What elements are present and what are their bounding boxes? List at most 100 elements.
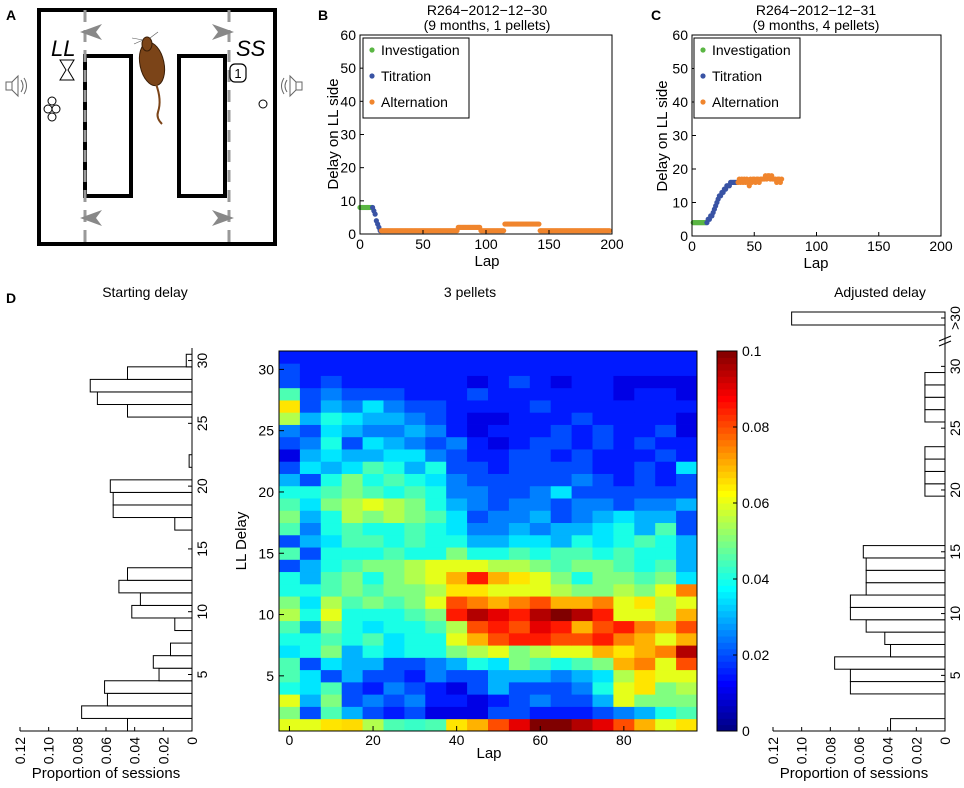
- y-tick-label: 20: [672, 161, 688, 177]
- histogram-bar: [924, 458, 946, 472]
- heatmap-cell: [592, 632, 614, 646]
- heatmap-cell: [529, 498, 552, 511]
- heatmap-cell: [279, 657, 301, 671]
- heatmap-cell: [613, 461, 635, 474]
- heatmap-cell: [592, 522, 614, 536]
- hourglass-icon: [59, 59, 75, 81]
- heatmap-cell: [341, 571, 363, 585]
- y-tick-label: 5: [266, 668, 274, 684]
- heatmap-cell: [613, 375, 635, 389]
- heatmap-cell: [592, 400, 614, 413]
- heatmap-cell: [550, 718, 572, 732]
- heatmap-cell: [676, 681, 698, 695]
- heatmap-cell: [613, 632, 635, 646]
- heatmap-cell: [676, 718, 698, 732]
- heatmap-cell: [362, 534, 384, 548]
- heatmap-cell: [676, 400, 698, 413]
- heatmap-cell: [550, 657, 572, 671]
- heatmap-cell: [488, 547, 510, 560]
- heatmap-cell: [383, 632, 405, 646]
- colorbar-segment: [717, 465, 737, 472]
- heatmap-cell: [299, 387, 322, 401]
- heatmap-cell: [404, 718, 426, 732]
- heatmap-cell: [362, 351, 384, 364]
- heatmap-cell: [279, 632, 301, 646]
- chart-c-legend: Investigation Titration Alternation: [693, 37, 801, 119]
- heatmap-cell: [425, 485, 447, 499]
- chart-c-legend-titration: Titration: [712, 68, 762, 84]
- heatmap-cell: [404, 657, 426, 671]
- y-tick-label: 10: [947, 606, 963, 622]
- colorbar-tick-label: 0: [742, 723, 750, 739]
- chart-b-legend-investigation: Investigation: [381, 42, 460, 58]
- panel-label-b: B: [318, 7, 328, 23]
- heatmap-cell: [362, 547, 384, 560]
- histogram-bar: [89, 378, 193, 393]
- heatmap-cell: [299, 645, 322, 658]
- heatmap-cell: [529, 681, 552, 695]
- heatmap-frame: [278, 350, 698, 732]
- histogram-bar: [174, 617, 193, 632]
- ss-pellet-count: 1: [234, 66, 241, 81]
- heatmap-cell: [655, 694, 677, 707]
- heatmap-cell: [299, 608, 322, 622]
- arrow-left-icon: [80, 210, 102, 226]
- heatmap-cell: [320, 400, 343, 413]
- heatmap-cell: [383, 424, 405, 438]
- heatmap-cell: [634, 424, 656, 438]
- heatmap-cell: [613, 351, 635, 364]
- heatmap-cell: [488, 718, 510, 732]
- heatmap-cell: [299, 559, 322, 573]
- heatmap-cell: [383, 375, 405, 389]
- colorbar-segment: [717, 446, 737, 453]
- heatmap-cell: [655, 547, 677, 560]
- heatmap-cell: [383, 718, 405, 732]
- heatmap-cell: [655, 449, 677, 462]
- heatmap-cell: [279, 510, 301, 524]
- heatmap-cell: [634, 375, 656, 389]
- colorbar-segment: [717, 534, 737, 542]
- heatmap-cell: [634, 620, 656, 634]
- heatmap-cell: [279, 547, 301, 560]
- histogram-bar: [924, 372, 946, 386]
- heatmap-cell: [571, 657, 593, 671]
- heatmap-cell: [571, 387, 593, 401]
- heatmap-cell: [362, 657, 384, 671]
- chart-b: R264−2012−12−30 (9 months, 1 pellets) 0 5…: [325, 2, 624, 270]
- heatmap-cell: [404, 510, 426, 524]
- heatmap-cell: [425, 547, 447, 560]
- heatmap-cell: [299, 363, 322, 376]
- heatmap-cell: [404, 596, 426, 609]
- heatmap-cell: [508, 571, 531, 585]
- heatmap-cell: [592, 657, 614, 671]
- heatmap-cell: [676, 645, 698, 658]
- heatmap-cell: [508, 620, 531, 634]
- heatmap-cell: [634, 718, 656, 732]
- histogram-bar: [865, 557, 946, 571]
- heatmap-cell: [425, 424, 447, 438]
- arrow-right-icon: [212, 210, 234, 226]
- heatmap-cell: [404, 583, 426, 597]
- heatmap-cell: [446, 559, 468, 573]
- heatmap-cell: [446, 718, 468, 732]
- heatmap-cell: [299, 498, 322, 511]
- heatmap-cell: [320, 596, 343, 609]
- x-tick-label: 50: [746, 238, 762, 254]
- histogram-bar: [104, 680, 193, 694]
- heatmap-cell: [320, 632, 343, 646]
- heatmap-cell: [613, 547, 635, 560]
- heatmap-cell: [634, 436, 656, 450]
- heatmap-cell: [446, 387, 468, 401]
- heatmap-cell: [571, 400, 593, 413]
- heatmap-cell: [425, 498, 447, 511]
- x-tick-label: 0: [937, 737, 953, 745]
- colorbar-segment: [717, 509, 737, 517]
- histogram-bar: [849, 668, 946, 683]
- heatmap-cell: [592, 669, 614, 683]
- chart-b-xlabel: Lap: [474, 253, 499, 270]
- histogram-bar: [849, 606, 946, 621]
- heatmap-cell: [320, 669, 343, 683]
- heatmap-cell: [488, 363, 510, 376]
- heatmap-cell: [634, 351, 656, 364]
